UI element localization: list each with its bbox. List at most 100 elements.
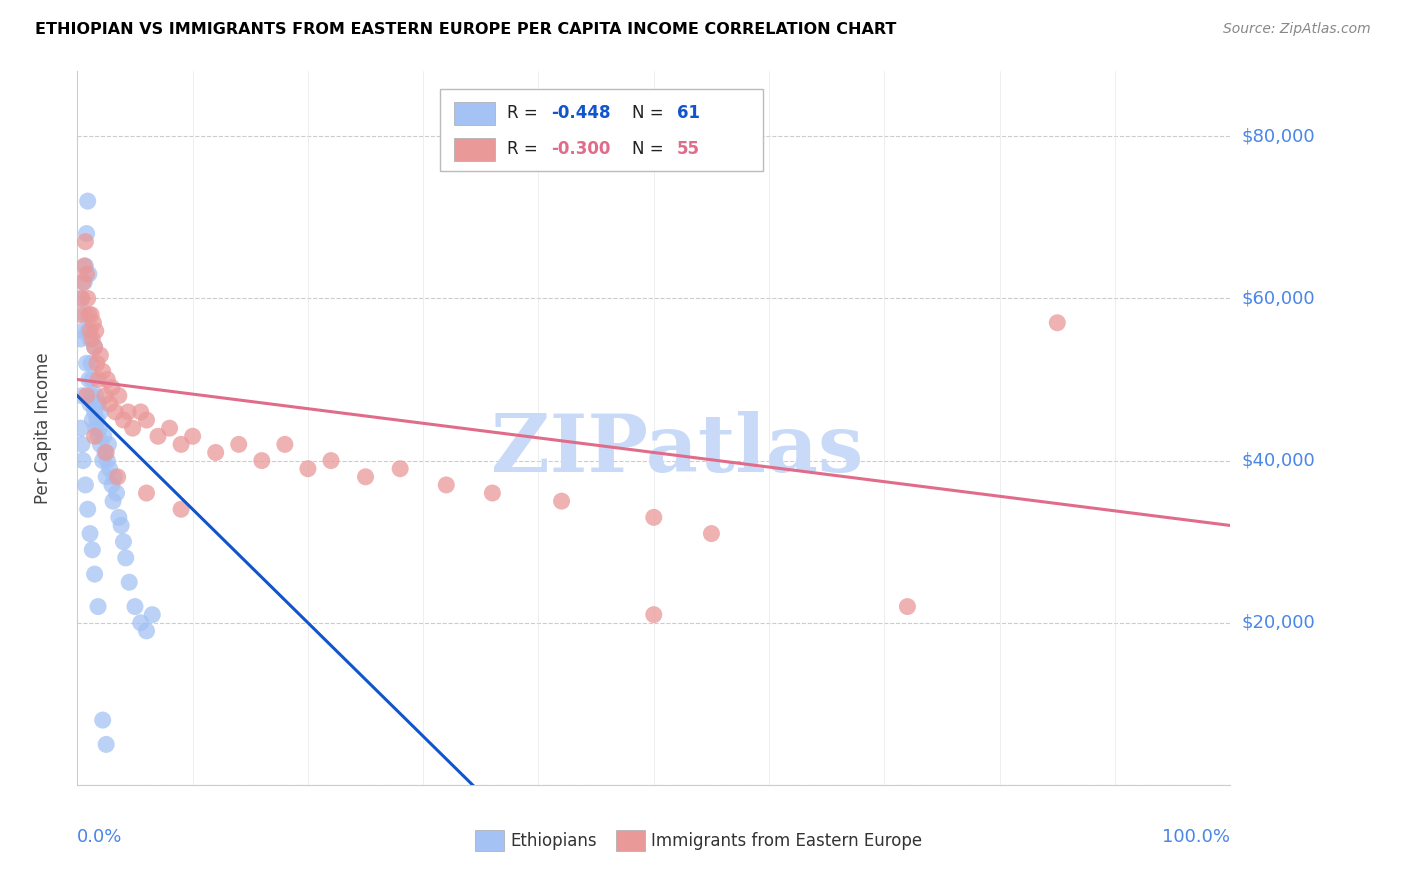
Point	[79, 397, 101, 411]
Point	[83, 429, 105, 443]
Point	[103, 470, 125, 484]
Point	[86, 413, 108, 427]
Point	[121, 421, 143, 435]
Point	[84, 324, 107, 338]
Text: 0.0%: 0.0%	[77, 828, 122, 846]
Point	[98, 461, 121, 475]
Text: N =: N =	[631, 140, 669, 158]
Point	[83, 340, 105, 354]
Text: $80,000: $80,000	[1241, 128, 1315, 145]
Point	[76, 267, 98, 281]
Point	[82, 413, 104, 427]
Point	[274, 437, 297, 451]
Point	[96, 372, 118, 386]
Point	[159, 421, 181, 435]
Point	[87, 429, 110, 443]
Point	[87, 372, 110, 386]
Point	[389, 461, 412, 475]
Point	[434, 478, 457, 492]
Point	[82, 372, 104, 386]
Text: 100.0%: 100.0%	[1163, 828, 1230, 846]
Point	[91, 713, 114, 727]
Point	[80, 389, 103, 403]
Point	[146, 429, 169, 443]
Point	[91, 453, 114, 467]
Point	[72, 453, 94, 467]
Point	[73, 275, 96, 289]
Point	[69, 308, 91, 322]
Point	[72, 275, 94, 289]
Point	[76, 292, 98, 306]
Point	[107, 470, 129, 484]
Point	[79, 332, 101, 346]
Point	[98, 397, 121, 411]
Point	[141, 607, 163, 622]
Text: Ethiopians: Ethiopians	[510, 831, 598, 849]
Point	[108, 389, 131, 403]
Point	[101, 478, 124, 492]
Point	[82, 332, 104, 346]
Point	[114, 550, 136, 565]
Point	[896, 599, 918, 614]
Text: Immigrants from Eastern Europe: Immigrants from Eastern Europe	[651, 831, 922, 849]
FancyBboxPatch shape	[616, 830, 644, 851]
Point	[96, 453, 118, 467]
Text: R =: R =	[508, 104, 543, 122]
Point	[135, 413, 157, 427]
Point	[76, 389, 98, 403]
Point	[80, 308, 103, 322]
Point	[87, 599, 110, 614]
Point	[319, 453, 342, 467]
Point	[112, 534, 135, 549]
Text: $60,000: $60,000	[1241, 289, 1315, 308]
FancyBboxPatch shape	[454, 137, 495, 161]
Text: R =: R =	[508, 140, 543, 158]
Point	[75, 235, 97, 249]
Point	[84, 389, 107, 403]
Point	[104, 405, 127, 419]
Point	[91, 364, 114, 378]
Point	[84, 421, 107, 435]
Point	[354, 470, 377, 484]
Text: -0.300: -0.300	[551, 140, 610, 158]
Point	[97, 437, 120, 451]
FancyBboxPatch shape	[475, 830, 503, 851]
Text: N =: N =	[631, 104, 669, 122]
Point	[82, 397, 104, 411]
Point	[80, 356, 103, 370]
Point	[76, 194, 98, 208]
Point	[77, 308, 100, 322]
Point	[643, 510, 665, 524]
Point	[181, 429, 204, 443]
Point	[89, 437, 111, 451]
Point	[89, 405, 111, 419]
Point	[228, 437, 250, 451]
Point	[94, 389, 117, 403]
Point	[118, 575, 141, 590]
Point	[70, 292, 93, 306]
Point	[69, 292, 91, 306]
Text: $40,000: $40,000	[1241, 451, 1315, 469]
Point	[110, 518, 132, 533]
Point	[170, 437, 193, 451]
Point	[82, 316, 104, 330]
Point	[112, 413, 135, 427]
Text: ETHIOPIAN VS IMMIGRANTS FROM EASTERN EUROPE PER CAPITA INCOME CORRELATION CHART: ETHIOPIAN VS IMMIGRANTS FROM EASTERN EUR…	[35, 22, 897, 37]
Point	[77, 267, 100, 281]
Text: Source: ZipAtlas.com: Source: ZipAtlas.com	[1223, 22, 1371, 37]
Point	[96, 445, 118, 459]
Point	[76, 324, 98, 338]
Point	[83, 405, 105, 419]
Point	[105, 486, 128, 500]
Point	[94, 445, 117, 459]
Point	[70, 437, 93, 451]
Point	[79, 324, 101, 338]
Point	[643, 607, 665, 622]
Point	[129, 615, 152, 630]
Point	[75, 478, 97, 492]
Point	[101, 381, 124, 395]
Text: 55: 55	[676, 140, 700, 158]
Point	[93, 429, 115, 443]
Point	[77, 372, 100, 386]
Text: -0.448: -0.448	[551, 104, 610, 122]
